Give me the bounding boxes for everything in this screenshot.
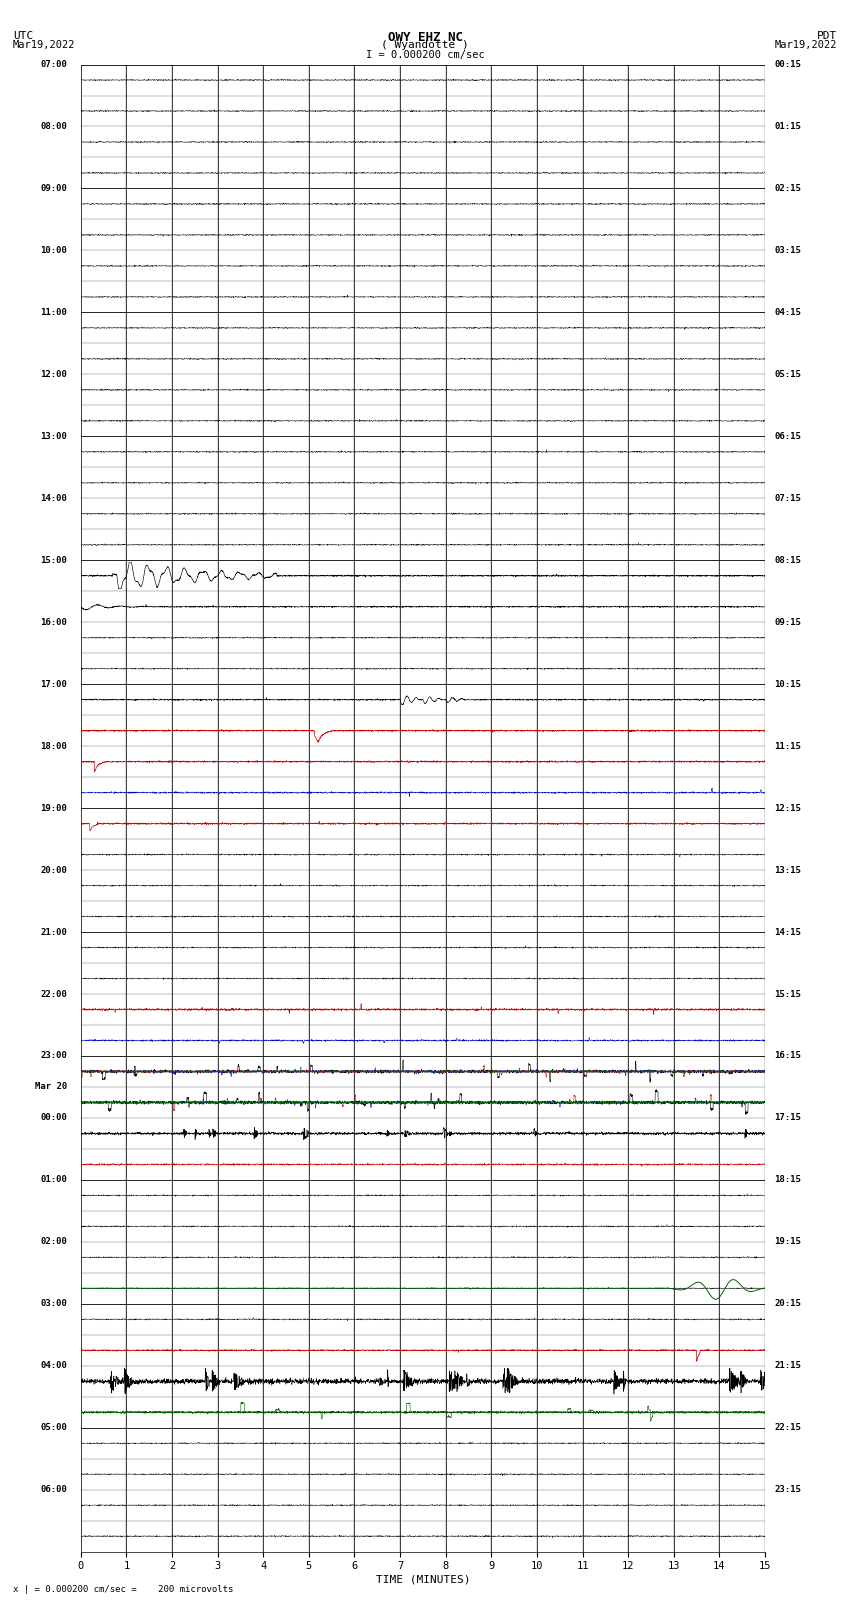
Text: 07:00: 07:00	[40, 60, 67, 69]
Text: 06:15: 06:15	[774, 432, 801, 440]
Text: 23:15: 23:15	[774, 1486, 801, 1494]
Text: 01:00: 01:00	[40, 1176, 67, 1184]
Text: 00:15: 00:15	[774, 60, 801, 69]
Text: PDT: PDT	[817, 31, 837, 40]
Text: 09:00: 09:00	[40, 184, 67, 194]
Text: UTC: UTC	[13, 31, 33, 40]
Text: I = 0.000200 cm/sec: I = 0.000200 cm/sec	[366, 50, 484, 60]
Text: 19:15: 19:15	[774, 1237, 801, 1247]
Text: 19:00: 19:00	[40, 803, 67, 813]
Text: 13:15: 13:15	[774, 866, 801, 874]
Text: 13:00: 13:00	[40, 432, 67, 440]
Text: 22:00: 22:00	[40, 989, 67, 998]
Text: 02:00: 02:00	[40, 1237, 67, 1247]
Text: 21:15: 21:15	[774, 1361, 801, 1371]
Text: Mar19,2022: Mar19,2022	[774, 40, 837, 50]
Text: 21:00: 21:00	[40, 927, 67, 937]
Text: 08:15: 08:15	[774, 556, 801, 565]
Text: 05:00: 05:00	[40, 1423, 67, 1432]
Text: 14:15: 14:15	[774, 927, 801, 937]
Text: 16:00: 16:00	[40, 618, 67, 627]
Text: 09:15: 09:15	[774, 618, 801, 627]
Text: 07:15: 07:15	[774, 494, 801, 503]
Text: ( Wyandotte ): ( Wyandotte )	[381, 40, 469, 50]
Text: Mar 20: Mar 20	[35, 1082, 67, 1092]
Text: 00:00: 00:00	[40, 1113, 67, 1123]
Text: 05:15: 05:15	[774, 369, 801, 379]
Text: 17:15: 17:15	[774, 1113, 801, 1123]
Text: 12:00: 12:00	[40, 369, 67, 379]
Text: 01:15: 01:15	[774, 123, 801, 131]
Text: 17:00: 17:00	[40, 679, 67, 689]
Text: 03:15: 03:15	[774, 245, 801, 255]
Text: 10:00: 10:00	[40, 245, 67, 255]
Text: 15:15: 15:15	[774, 989, 801, 998]
Text: 04:15: 04:15	[774, 308, 801, 316]
Text: 20:00: 20:00	[40, 866, 67, 874]
Text: 12:15: 12:15	[774, 803, 801, 813]
Text: x | = 0.000200 cm/sec =    200 microvolts: x | = 0.000200 cm/sec = 200 microvolts	[13, 1584, 233, 1594]
X-axis label: TIME (MINUTES): TIME (MINUTES)	[376, 1574, 470, 1584]
Text: OWY EHZ NC: OWY EHZ NC	[388, 31, 462, 44]
Text: 15:00: 15:00	[40, 556, 67, 565]
Text: 18:00: 18:00	[40, 742, 67, 750]
Text: 16:15: 16:15	[774, 1052, 801, 1060]
Text: 23:00: 23:00	[40, 1052, 67, 1060]
Text: 04:00: 04:00	[40, 1361, 67, 1371]
Text: 02:15: 02:15	[774, 184, 801, 194]
Text: 11:00: 11:00	[40, 308, 67, 316]
Text: 20:15: 20:15	[774, 1300, 801, 1308]
Text: Mar19,2022: Mar19,2022	[13, 40, 76, 50]
Text: 22:15: 22:15	[774, 1423, 801, 1432]
Text: 11:15: 11:15	[774, 742, 801, 750]
Text: 03:00: 03:00	[40, 1300, 67, 1308]
Text: 08:00: 08:00	[40, 123, 67, 131]
Text: 06:00: 06:00	[40, 1486, 67, 1494]
Text: 14:00: 14:00	[40, 494, 67, 503]
Text: 18:15: 18:15	[774, 1176, 801, 1184]
Text: 10:15: 10:15	[774, 679, 801, 689]
